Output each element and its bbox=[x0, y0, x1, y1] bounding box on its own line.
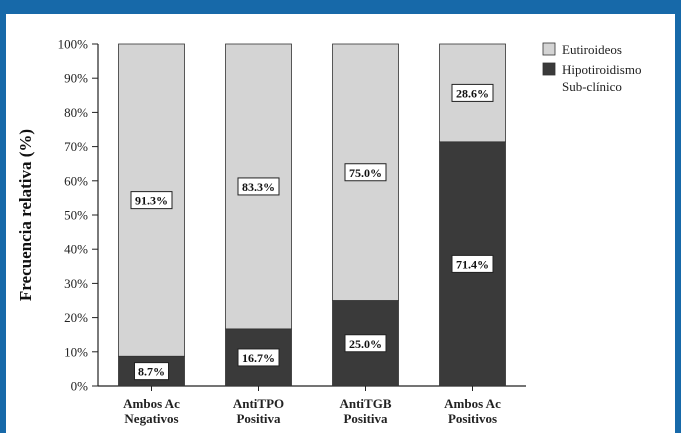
chart-frame: Frecuencia relativa (%) 0% 10% 20% 30% 40% 50%… bbox=[6, 14, 675, 433]
data-label: 25.0% bbox=[349, 337, 382, 351]
y-tick-label: 40% bbox=[64, 242, 88, 257]
data-label-box bbox=[130, 191, 173, 210]
x-tick-label: AntiTPO bbox=[233, 396, 284, 411]
x-tick-label: Positivos bbox=[448, 411, 497, 426]
x-tick-label: Ambos Ac bbox=[444, 396, 501, 411]
y-tick-label: 60% bbox=[64, 173, 88, 188]
x-tick-label: Negativos bbox=[124, 411, 178, 426]
stacked-bar-chart: Frecuencia relativa (%) 0% 10% 20% 30% 40% 50%… bbox=[16, 37, 641, 427]
y-tick-label: 70% bbox=[64, 139, 88, 154]
x-tick-label: AntiTGB bbox=[339, 396, 391, 411]
legend-label: Eutiroideos bbox=[562, 42, 622, 57]
data-label: 83.3% bbox=[242, 180, 275, 194]
y-tick-label: 20% bbox=[64, 310, 88, 325]
y-axis-label: Frecuencia relativa (%) bbox=[16, 129, 35, 301]
legend-swatch bbox=[542, 42, 556, 56]
legend-swatch bbox=[542, 62, 556, 76]
x-tick-label: Positiva bbox=[236, 411, 281, 426]
data-label: 91.3% bbox=[135, 194, 168, 208]
y-tick-label: 80% bbox=[64, 105, 88, 120]
data-label-box bbox=[451, 83, 494, 102]
x-tick-label: Ambos Ac bbox=[123, 396, 180, 411]
y-tick-label: 50% bbox=[64, 208, 88, 223]
y-tick-label: 100% bbox=[58, 37, 89, 52]
data-label-box bbox=[451, 254, 494, 273]
data-label: 28.6% bbox=[456, 86, 489, 100]
data-label: 71.4% bbox=[456, 257, 489, 271]
legend-label: Sub-clínico bbox=[562, 79, 622, 94]
y-tick-label: 90% bbox=[64, 71, 88, 86]
y-tick-label: 30% bbox=[64, 276, 88, 291]
y-tick-label: 0% bbox=[71, 379, 89, 394]
data-label-box bbox=[344, 334, 387, 353]
data-label-box bbox=[134, 362, 169, 381]
data-label-box bbox=[344, 163, 387, 182]
data-label-box bbox=[237, 177, 280, 196]
data-label: 75.0% bbox=[349, 166, 382, 180]
data-label-box bbox=[237, 348, 280, 367]
data-label: 16.7% bbox=[242, 351, 275, 365]
x-tick-label: Positiva bbox=[343, 411, 388, 426]
data-label: 8.7% bbox=[138, 365, 165, 379]
legend-label: Hipotiroidismo bbox=[562, 62, 641, 77]
y-tick-label: 10% bbox=[64, 344, 88, 359]
